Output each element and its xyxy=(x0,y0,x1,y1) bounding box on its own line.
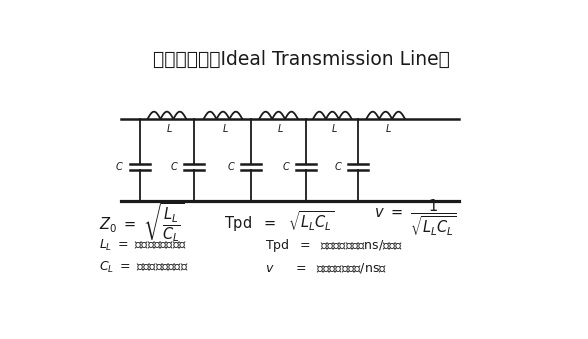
Text: L: L xyxy=(278,124,283,134)
Text: C: C xyxy=(282,162,289,172)
Text: C: C xyxy=(171,162,178,172)
Text: C: C xyxy=(116,162,123,172)
Text: Tpd$\ \ =\ \ $单位长度延迟（ns/长度）: Tpd$\ \ =\ \ $单位长度延迟（ns/长度） xyxy=(265,237,403,254)
Text: L: L xyxy=(223,124,228,134)
Text: $\mathrm{Tpd}\ \ =\ \ \sqrt{L_L C_L}$: $\mathrm{Tpd}\ \ =\ \ \sqrt{L_L C_L}$ xyxy=(224,210,335,234)
Text: C: C xyxy=(228,162,235,172)
Text: L: L xyxy=(332,124,338,134)
Text: 理想传输线（Ideal Transmission Line）: 理想传输线（Ideal Transmission Line） xyxy=(153,50,450,69)
Text: L: L xyxy=(385,124,390,134)
Text: $C_L\ =\ $单位长度上的电容: $C_L\ =\ $单位长度上的电容 xyxy=(99,260,188,275)
Text: $v\ \ \ \ \ =\ \ $传输速度（长度/ns）: $v\ \ \ \ \ =\ \ $传输速度（长度/ns） xyxy=(265,261,387,275)
Text: $Z_0\ =\ \sqrt{\dfrac{L_L}{C_L}}$: $Z_0\ =\ \sqrt{\dfrac{L_L}{C_L}}$ xyxy=(99,201,183,243)
Text: $L_L\ =\ $单位长度上的电感: $L_L\ =\ $单位长度上的电感 xyxy=(99,238,186,253)
Text: L: L xyxy=(166,124,172,134)
Text: $v\ =\ \dfrac{1}{\sqrt{L_L C_L}}$: $v\ =\ \dfrac{1}{\sqrt{L_L C_L}}$ xyxy=(375,198,457,238)
Text: C: C xyxy=(335,162,342,172)
